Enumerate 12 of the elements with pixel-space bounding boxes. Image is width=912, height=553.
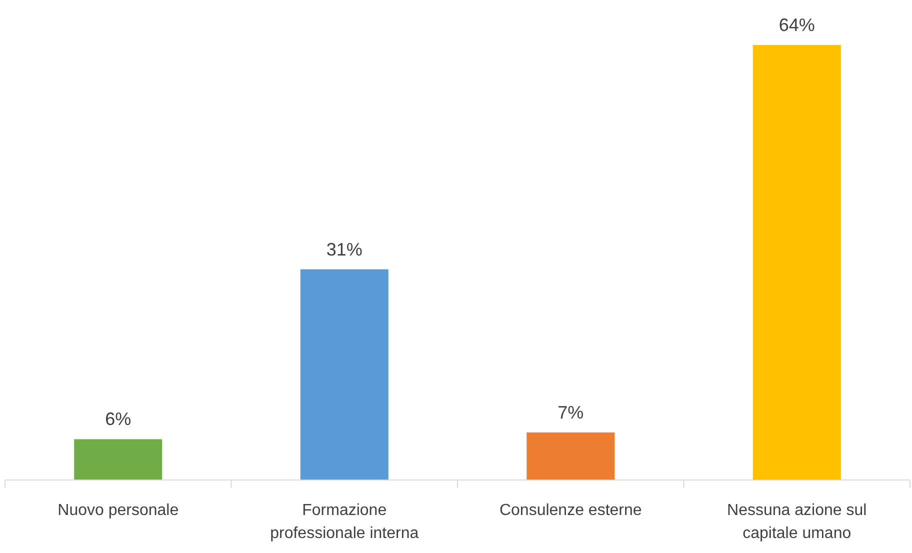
x-tick-label: Nessuna azione sul capitale umano — [727, 502, 867, 542]
x-tick-label: Consulenze esterne — [499, 502, 642, 519]
x-tick-label: Nuovo personale — [58, 502, 179, 519]
x-tick-label: Formazione professionale interna — [270, 502, 419, 542]
data-label: 64% — [778, 15, 815, 35]
bar — [300, 269, 388, 480]
data-label: 7% — [558, 402, 584, 422]
bar — [74, 439, 162, 480]
bar — [526, 432, 615, 480]
bar — [752, 45, 841, 480]
data-label: 6% — [105, 409, 132, 430]
data-label: 31% — [326, 239, 362, 260]
